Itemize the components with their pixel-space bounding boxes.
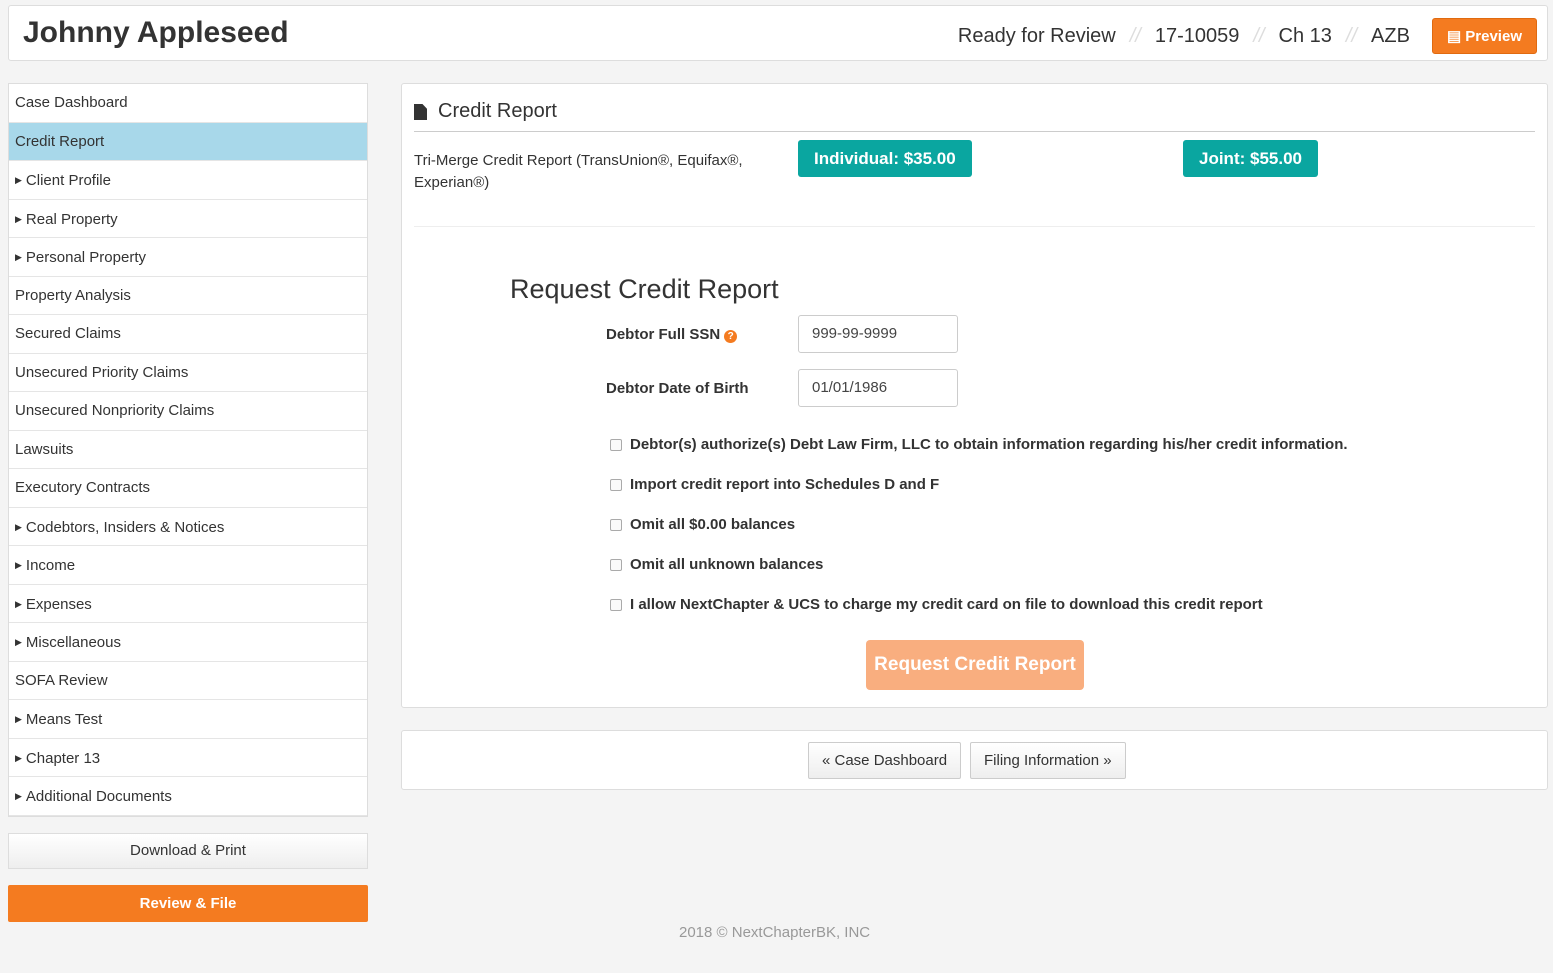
next-filing-information-button[interactable]: Filing Information »	[970, 742, 1126, 779]
sidebar-item-label: Means Test	[25, 711, 103, 728]
panel-title: Credit Report	[438, 100, 557, 122]
sidebar-item-label: Codebtors, Insiders & Notices	[25, 518, 225, 536]
dob-input[interactable]: 01/01/1986	[798, 369, 958, 407]
sidebar-item-additional-documents[interactable]: ▶ Additional Documents	[9, 777, 367, 816]
caret-right-icon: ▶	[15, 213, 22, 224]
caret-right-icon: ▶	[15, 175, 22, 185]
preview-button[interactable]: ▤ Preview	[1431, 18, 1537, 54]
checkbox[interactable]	[610, 518, 622, 531]
checkbox-label: Omit all unknown balances	[630, 556, 824, 573]
help-icon[interactable]: ?	[724, 330, 738, 343]
sidebar-item-label: Case Dashboard	[15, 94, 128, 111]
sidebar-item-label: Property Analysis	[15, 286, 131, 304]
caret-right-icon: ▶	[15, 714, 22, 724]
case-number: 17-10059	[1154, 24, 1240, 47]
consent-checkbox-row[interactable]: Debtor(s) authorize(s) Debt Law Firm, LL…	[610, 436, 1348, 453]
sidebar-item-label: Real Property	[25, 210, 118, 228]
sidebar-item-miscellaneous[interactable]: ▶ Miscellaneous	[9, 623, 367, 662]
footer-copyright: 2018 © NextChapterBK, INC	[679, 924, 871, 941]
caret-right-icon: ▶	[15, 637, 22, 647]
individual-price-button[interactable]: Individual: $35.00	[798, 140, 972, 177]
caret-right-icon: ▶	[15, 560, 22, 570]
sidebar-item-codebtors-insiders-notices[interactable]: ▶ Codebtors, Insiders & Notices	[9, 508, 367, 546]
checkbox-label: Debtor(s) authorize(s) Debt Law Firm, LL…	[630, 436, 1348, 453]
sidebar-item-sofa-review[interactable]: SOFA Review	[9, 662, 367, 700]
sidebar-item-unsecured-priority-claims[interactable]: Unsecured Priority Claims	[9, 354, 367, 392]
sidebar-item-lawsuits[interactable]: Lawsuits	[9, 431, 367, 469]
sidebar-item-label: Chapter 13	[25, 749, 101, 767]
sidebar: Case Dashboard Credit Report ▶ Client Profi…	[8, 83, 368, 817]
sidebar-item-personal-property[interactable]: ▶ Personal Property	[9, 238, 367, 277]
dob-label: Debtor Date of Birth	[606, 380, 749, 397]
sidebar-item-label: Secured Claims	[15, 325, 121, 342]
sidebar-item-label: Client Profile	[25, 172, 111, 189]
sidebar-item-real-property[interactable]: ▶ Real Property	[9, 200, 367, 238]
checkbox[interactable]	[610, 558, 622, 571]
sidebar-item-means-test[interactable]: ▶ Means Test	[9, 700, 367, 739]
credit-report-panel: Credit Report Tri-Merge Credit Report (T…	[401, 83, 1548, 708]
sidebar-item-property-analysis[interactable]: Property Analysis	[9, 277, 367, 315]
sidebar-item-label: Expenses	[25, 595, 92, 613]
checkbox[interactable]	[610, 438, 622, 451]
review-file-button[interactable]: Review & File	[8, 885, 368, 922]
client-name: Johnny Appleseed	[23, 16, 289, 49]
sidebar-item-label: Income	[25, 557, 76, 574]
file-icon	[414, 104, 427, 120]
sidebar-item-client-profile[interactable]: ▶ Client Profile	[9, 161, 367, 200]
sidebar-item-executory-contracts[interactable]: Executory Contracts	[9, 469, 367, 508]
case-chapter: Ch 13	[1278, 24, 1332, 47]
consent-checkbox-row[interactable]: Omit all $0.00 balances	[610, 516, 795, 533]
checkbox[interactable]	[610, 598, 622, 611]
page-navigation: « Case Dashboard Filing Information »	[401, 730, 1548, 790]
sidebar-item-case-dashboard[interactable]: Case Dashboard	[9, 84, 367, 123]
credit-report-description: Tri-Merge Credit Report (TransUnion®, Eq…	[414, 152, 743, 191]
sidebar-item-label: Additional Documents	[25, 788, 172, 805]
caret-right-icon: ▶	[15, 521, 22, 532]
request-credit-report-button[interactable]: Request Credit Report	[866, 640, 1084, 690]
ssn-label: Debtor Full SSN?	[606, 326, 738, 343]
form-title: Request Credit Report	[510, 274, 779, 304]
checkbox[interactable]	[610, 478, 622, 491]
consent-checkbox-row[interactable]: Omit all unknown balances	[610, 556, 823, 573]
checkbox-label: I allow NextChapter & UCS to charge my c…	[630, 596, 1263, 613]
sidebar-item-chapter-13[interactable]: ▶ Chapter 13	[9, 739, 367, 777]
sidebar-item-unsecured-nonpriority-claims[interactable]: Unsecured Nonpriority Claims	[9, 392, 367, 431]
consent-checkbox-row[interactable]: Import credit report into Schedules D an…	[610, 476, 939, 493]
sidebar-item-label: Personal Property	[25, 249, 146, 266]
sidebar-item-income[interactable]: ▶ Income	[9, 546, 367, 585]
joint-price-button[interactable]: Joint: $55.00	[1183, 140, 1318, 177]
sidebar-item-label: Credit Report	[15, 132, 105, 150]
checkbox-label: Omit all $0.00 balances	[630, 516, 796, 533]
sidebar-item-label: SOFA Review	[15, 671, 108, 689]
ssn-input[interactable]: 999-99-9999	[798, 315, 958, 353]
sidebar-item-label: Lawsuits	[15, 440, 74, 458]
caret-right-icon: ▶	[15, 752, 22, 763]
sidebar-item-label: Executory Contracts	[15, 479, 151, 496]
divider	[414, 226, 1535, 227]
sidebar-item-expenses[interactable]: ▶ Expenses	[9, 585, 367, 623]
caret-right-icon: ▶	[15, 791, 22, 801]
sidebar-item-label: Unsecured Priority Claims	[15, 363, 189, 381]
prev-case-dashboard-button[interactable]: « Case Dashboard	[808, 742, 962, 779]
download-print-button[interactable]: Download & Print	[8, 833, 368, 869]
checkbox-label: Import credit report into Schedules D an…	[630, 476, 940, 493]
case-district: AZB	[1371, 24, 1410, 47]
sidebar-item-credit-report[interactable]: Credit Report	[9, 122, 367, 161]
caret-right-icon: ▶	[15, 252, 22, 262]
sidebar-item-label: Miscellaneous	[25, 634, 121, 651]
document-icon: ▤	[1446, 28, 1466, 45]
caret-right-icon: ▶	[15, 598, 22, 609]
header: Johnny Appleseed Ready for Review// 17-1…	[8, 5, 1548, 61]
sidebar-item-secured-claims[interactable]: Secured Claims	[9, 315, 367, 354]
consent-checkbox-row[interactable]: I allow NextChapter & UCS to charge my c…	[610, 596, 1263, 613]
case-status: Ready for Review	[957, 24, 1116, 47]
sidebar-item-label: Unsecured Nonpriority Claims	[15, 402, 215, 419]
